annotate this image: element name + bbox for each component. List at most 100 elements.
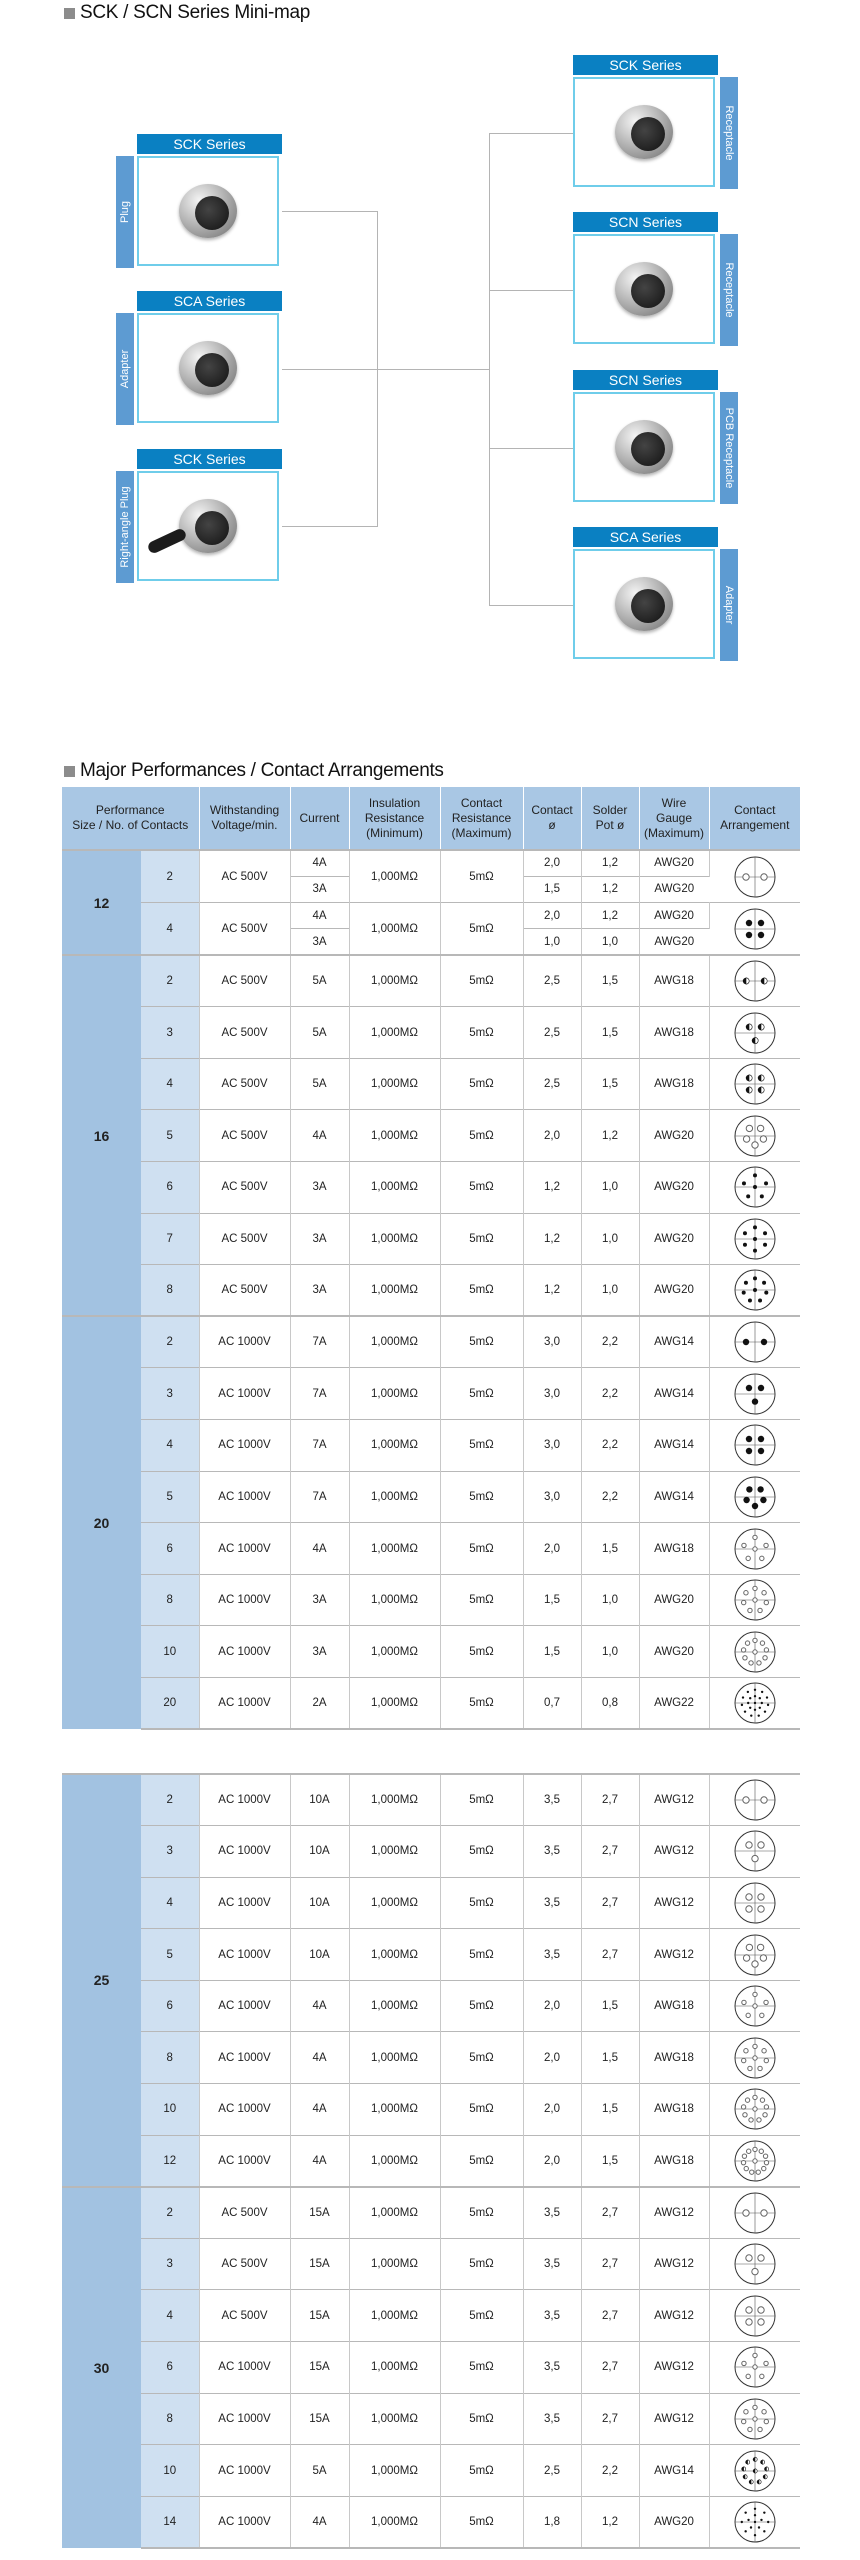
insulation-resistance: 1,000MΩ bbox=[349, 2444, 441, 2497]
insulation-resistance: 1,000MΩ bbox=[349, 1470, 441, 1523]
contact-arrangement-20pin-icon bbox=[734, 1682, 776, 1724]
contact-resistance: 5mΩ bbox=[440, 1928, 524, 1981]
table-row: 5 AC 1000V 10A 1,000MΩ 5mΩ 3,5 2,7 AWG12 bbox=[62, 1928, 800, 1981]
contact-pin bbox=[752, 2416, 758, 2422]
contact-pin bbox=[751, 2268, 759, 2276]
contact-resistance: 5mΩ bbox=[440, 1006, 524, 1059]
contact-pin bbox=[752, 1585, 758, 1592]
contact-pin bbox=[760, 2209, 768, 2217]
contact-arrangement-3pin-icon bbox=[734, 1012, 776, 1054]
insulation-resistance: 1,000MΩ bbox=[349, 1057, 441, 1110]
contact-pin bbox=[761, 2408, 767, 2415]
contact-pin bbox=[752, 1276, 757, 1281]
contact-pin bbox=[745, 1124, 753, 1132]
contact-pin bbox=[755, 2169, 761, 2175]
contact-arrangement bbox=[709, 1825, 800, 1878]
contact-diameter: 1,2 bbox=[523, 1212, 582, 1265]
contact-pin bbox=[744, 2529, 747, 2533]
contact-resistance: 5mΩ bbox=[440, 1825, 524, 1878]
contact-pin bbox=[751, 1398, 758, 1405]
solder-pot-diameter: 1,0 bbox=[581, 1161, 640, 1214]
type-label-text: Right-angle Plug bbox=[119, 486, 131, 568]
contact-pin bbox=[756, 1659, 762, 1666]
withstanding-voltage: AC 500V bbox=[199, 2289, 291, 2342]
contact-pin bbox=[749, 2526, 752, 2529]
contact-arrangement-7pin-icon bbox=[734, 1218, 776, 1260]
solder-pot-diameter: 1,5 bbox=[581, 954, 640, 1007]
contact-diameter: 3,5 bbox=[523, 2341, 582, 2394]
contact-resistance: 5mΩ bbox=[440, 1161, 524, 1214]
contact-arrangement-4pin-icon bbox=[734, 1063, 776, 1105]
withstanding-voltage: AC 1000V bbox=[199, 1470, 291, 1523]
contact-pin bbox=[741, 1696, 744, 1699]
withstanding-voltage: AC 500V bbox=[199, 954, 291, 1007]
contact-pin bbox=[752, 1545, 758, 1552]
connector-line bbox=[377, 369, 490, 370]
contact-pin bbox=[740, 2159, 746, 2166]
type-label-text: Receptacle bbox=[723, 105, 735, 161]
wire-gauge: AWG18 bbox=[639, 1006, 710, 1059]
contact-resistance: 5mΩ bbox=[440, 2341, 524, 2394]
solder-pot-diameter: 1,5 bbox=[581, 1006, 640, 1059]
contact-diameter: 2,0 bbox=[523, 2031, 582, 2084]
insulation-resistance: 1,000MΩ bbox=[349, 1677, 441, 1731]
wire-gauge: AWG18 bbox=[639, 2134, 710, 2187]
insulation-resistance: 1,000MΩ bbox=[349, 1367, 441, 1420]
contact-arrangement bbox=[709, 1109, 800, 1162]
contact-pin bbox=[757, 1607, 763, 1614]
contact-arrangement-4pin-icon bbox=[734, 1424, 776, 1466]
current: 4A bbox=[290, 1522, 350, 1575]
contact-count: 10 bbox=[141, 2444, 200, 2497]
connector-line bbox=[489, 448, 573, 449]
current: 15A bbox=[290, 2289, 350, 2342]
series-label: SCN Series bbox=[573, 370, 718, 390]
contact-arrangement bbox=[709, 1212, 800, 1265]
current: 5A bbox=[290, 2444, 350, 2497]
contact-pin bbox=[745, 1436, 752, 1443]
wire-gauge: AWG20 bbox=[639, 1212, 710, 1265]
contact-count: 4 bbox=[141, 1876, 200, 1929]
insulation-resistance: 1,000MΩ bbox=[349, 1264, 441, 1317]
wire-gauge: AWG18 bbox=[639, 2083, 710, 2136]
contact-pin bbox=[758, 2012, 765, 2019]
contact-diameter: 2,5 bbox=[523, 1006, 582, 1059]
table-header-row: Performance Size / No. of Contacts Withst… bbox=[62, 787, 800, 850]
table-row: 8 AC 1000V 3A 1,000MΩ 5mΩ 1,5 1,0 AWG20 bbox=[62, 1573, 800, 1626]
contact-count: 3 bbox=[141, 1825, 200, 1878]
insulation-resistance: 1,000MΩ bbox=[349, 954, 441, 1007]
solder-pot-diameter: 1,2 bbox=[581, 902, 640, 929]
column-header: Insulation Resistance (Minimum) bbox=[349, 787, 441, 850]
withstanding-voltage: AC 1000V bbox=[199, 1876, 291, 1929]
contact-pin bbox=[757, 2526, 760, 2529]
contact-pin bbox=[745, 1384, 752, 1391]
contact-pin bbox=[760, 2165, 767, 2172]
wire-gauge: AWG12 bbox=[639, 1773, 710, 1826]
table-row: 6 AC 1000V 15A 1,000MΩ 5mΩ 3,5 2,7 AWG12 bbox=[62, 2341, 800, 2394]
contact-count: 8 bbox=[141, 1573, 200, 1626]
contact-arrangement-3pin-icon bbox=[734, 1373, 776, 1415]
solder-pot-diameter: 1,0 bbox=[581, 1212, 640, 1265]
insulation-resistance: 1,000MΩ bbox=[349, 2341, 441, 2394]
contact-pin bbox=[740, 2520, 743, 2524]
column-header: Current bbox=[290, 787, 350, 850]
contact-pin bbox=[757, 1298, 762, 1303]
contact-pin bbox=[752, 1185, 757, 1190]
solder-pot-diameter: 1,2 bbox=[581, 875, 640, 903]
contact-pin bbox=[762, 2112, 768, 2118]
contact-pin bbox=[745, 1555, 751, 1561]
contact-diameter: 2,0 bbox=[523, 902, 582, 929]
contact-pin bbox=[751, 1141, 759, 1149]
contact-pin bbox=[745, 2148, 752, 2154]
current: 10A bbox=[290, 1773, 350, 1826]
type-label: Receptacle bbox=[720, 77, 738, 189]
series-label: SCA Series bbox=[573, 527, 718, 547]
contact-arrangement-8pin-icon bbox=[734, 2398, 776, 2440]
shell-size: 30 bbox=[62, 2185, 141, 2548]
contact-pin bbox=[757, 1841, 765, 1850]
table-row: 20 2 AC 1000V 7A 1,000MΩ 5mΩ 3,0 2,2 AWG14 bbox=[62, 1315, 800, 1730]
contact-count: 3 bbox=[141, 2237, 200, 2290]
solder-pot-diameter: 2,7 bbox=[581, 1825, 640, 1878]
contact-pin bbox=[745, 1905, 753, 1913]
contact-pin bbox=[752, 1173, 757, 1178]
